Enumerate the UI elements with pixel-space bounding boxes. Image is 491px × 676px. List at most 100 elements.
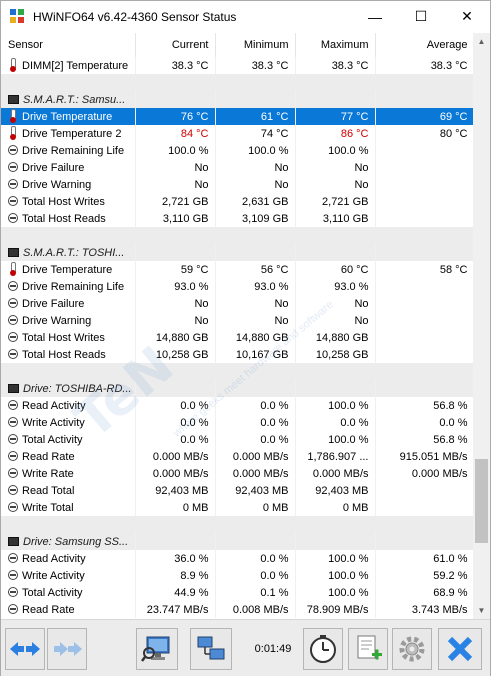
- thermometer-icon: [10, 108, 16, 123]
- navigate-group-button[interactable]: [47, 628, 87, 670]
- sensor-row[interactable]: Total Activity 44.9 % 0.1 % 100.0 % 68.9 %: [1, 584, 474, 601]
- average-value: 58 °C: [375, 261, 474, 278]
- maximum-value: 86 °C: [295, 125, 376, 142]
- sensor-row[interactable]: Total Host Writes 2,721 GB 2,631 GB 2,721 G…: [1, 193, 474, 210]
- sensor-group-row[interactable]: Drive: TOSHIBA-RD...: [1, 380, 474, 397]
- sensor-name: DIMM[2] Temperature: [22, 59, 129, 72]
- sensor-row[interactable]: Read Total 92,403 MB 92,403 MB 92,403 MB: [1, 482, 474, 499]
- scroll-up-arrow-icon[interactable]: ▲: [477, 37, 486, 46]
- column-header-current[interactable]: Current: [135, 33, 216, 57]
- sensor-name: Total Host Reads: [22, 348, 106, 361]
- sensor-row[interactable]: DIMM[2] Temperature 38.3 °C 38.3 °C 38.3 °C…: [1, 57, 474, 74]
- sensor-row[interactable]: Drive Temperature 2 84 °C 74 °C 86 °C 80 °C: [1, 125, 474, 142]
- scroll-down-arrow-icon[interactable]: ▼: [477, 606, 486, 615]
- maximum-value: 1,786.907 ...: [295, 448, 376, 465]
- sensor-row[interactable]: Drive Temperature 59 °C 56 °C 60 °C 58 °C: [1, 261, 474, 278]
- circle-minus-icon: [8, 212, 18, 223]
- average-value: 59.2 %: [375, 567, 474, 584]
- maximum-value: 0.000 MB/s: [295, 465, 376, 482]
- sensor-name-cell: Write Rate: [1, 465, 136, 482]
- sensor-name: Total Host Reads: [22, 212, 106, 225]
- sensor-row[interactable]: Read Activity 36.0 % 0.0 % 100.0 % 61.0 %: [1, 550, 474, 567]
- sensor-name: Drive Warning: [22, 314, 92, 327]
- sensor-row[interactable]: Read Rate 0.000 MB/s 0.000 MB/s 1,786.907 .…: [1, 448, 474, 465]
- sensor-group-row[interactable]: S.M.A.R.T.: Samsu...: [1, 91, 474, 108]
- group-title: S.M.A.R.T.: TOSHI...: [23, 246, 125, 259]
- sensor-group-row[interactable]: Drive: Samsung SS...: [1, 533, 474, 550]
- circle-minus-icon: [8, 467, 18, 478]
- sensor-row[interactable]: Drive Remaining Life 93.0 % 93.0 % 93.0 %: [1, 278, 474, 295]
- maximize-button[interactable]: ☐: [414, 8, 428, 24]
- sensor-row[interactable]: Read Activity 0.0 % 0.0 % 100.0 % 56.8 %: [1, 397, 474, 414]
- logging-button[interactable]: [348, 628, 388, 670]
- sensor-row[interactable]: Write Total 0 MB 0 MB 0 MB: [1, 499, 474, 516]
- sensor-table: Sensor Current Minimum Maximum Average D…: [1, 33, 474, 618]
- navigate-left-right-button[interactable]: [5, 628, 45, 670]
- sensor-row[interactable]: Drive Warning No No No: [1, 312, 474, 329]
- gear-icon: [399, 636, 425, 662]
- thermometer-icon: [10, 261, 16, 276]
- sensor-row[interactable]: Drive Warning No No No: [1, 176, 474, 193]
- monitor-button[interactable]: [136, 628, 178, 670]
- reset-clock-button[interactable]: [303, 628, 343, 670]
- maximum-value: No: [295, 295, 376, 312]
- sensor-name: Total Host Writes: [22, 195, 105, 208]
- minimize-button[interactable]: —: [368, 8, 382, 25]
- sensor-row[interactable]: Write Rate 0.000 MB/s 0.000 MB/s 0.000 MB/s…: [1, 465, 474, 482]
- sensor-row[interactable]: Drive Failure No No No: [1, 159, 474, 176]
- column-header-minimum[interactable]: Minimum: [215, 33, 296, 57]
- sensor-row[interactable]: Write Activity 8.9 % 0.0 % 100.0 % 59.2 %: [1, 567, 474, 584]
- sensor-name-cell: Total Activity: [1, 431, 136, 448]
- column-header-average[interactable]: Average: [375, 33, 474, 57]
- close-sensors-button[interactable]: [438, 628, 482, 670]
- sensor-name: Drive Remaining Life: [22, 280, 125, 293]
- circle-minus-icon: [8, 297, 18, 308]
- average-value: 38.3 °C: [375, 57, 474, 74]
- sensor-row[interactable]: Read Rate 23.747 MB/s 0.008 MB/s 78.909 MB/…: [1, 601, 474, 618]
- minimum-value: 93.0 %: [215, 278, 296, 295]
- sensor-row[interactable]: Write Activity 0.0 % 0.0 % 0.0 % 0.0 %: [1, 414, 474, 431]
- sensor-group-row[interactable]: S.M.A.R.T.: TOSHI...: [1, 244, 474, 261]
- sensor-name-cell: Write Total: [1, 499, 136, 516]
- chip-icon: [8, 94, 19, 104]
- sensor-name: Drive Failure: [22, 161, 85, 174]
- sensor-name-cell: Drive Warning: [1, 176, 136, 193]
- sensor-name-cell: Drive Remaining Life: [1, 142, 136, 159]
- current-value: 100.0 %: [135, 142, 216, 159]
- average-value: [375, 159, 474, 176]
- sensor-name: Read Rate: [22, 603, 75, 616]
- sensor-name: Read Rate: [22, 450, 75, 463]
- circle-minus-icon: [8, 144, 18, 155]
- network-button[interactable]: [190, 628, 232, 670]
- vertical-scrollbar[interactable]: ▲ ▼: [473, 33, 490, 619]
- column-header-maximum[interactable]: Maximum: [295, 33, 376, 57]
- settings-button[interactable]: [392, 628, 432, 670]
- maximum-value: No: [295, 159, 376, 176]
- sensor-name-cell: Drive Temperature: [1, 261, 136, 278]
- minimum-value: 0.0 %: [215, 431, 296, 448]
- sensor-row[interactable]: Drive Remaining Life 100.0 % 100.0 % 100.0 …: [1, 142, 474, 159]
- sensor-row[interactable]: Drive Failure No No No: [1, 295, 474, 312]
- current-value: No: [135, 312, 216, 329]
- average-value: 915.051 MB/s: [375, 448, 474, 465]
- sensor-row[interactable]: Drive Temperature 76 °C 61 °C 77 °C 69 °C: [1, 108, 474, 125]
- group-empty-cell: [215, 533, 296, 550]
- spacer-cell: [1, 74, 474, 91]
- sensor-row[interactable]: Total Host Writes 14,880 GB 14,880 GB 14,88…: [1, 329, 474, 346]
- close-button[interactable]: ✕: [461, 8, 473, 24]
- sensor-row[interactable]: Total Host Reads 10,258 GB 10,167 GB 10,258…: [1, 346, 474, 363]
- group-empty-cell: [375, 91, 474, 108]
- column-header-sensor[interactable]: Sensor: [1, 33, 136, 57]
- sensor-name-cell: Drive Failure: [1, 159, 136, 176]
- sensor-row[interactable]: Total Host Reads 3,110 GB 3,109 GB 3,110 GB: [1, 210, 474, 227]
- column-header-row: Sensor Current Minimum Maximum Average: [1, 33, 474, 57]
- sensor-name: Total Activity: [22, 433, 83, 446]
- group-title: Drive: TOSHIBA-RD...: [23, 382, 132, 395]
- maximum-value: 38.3 °C: [295, 57, 376, 74]
- group-empty-cell: [135, 533, 216, 550]
- sensor-row[interactable]: Total Activity 0.0 % 0.0 % 100.0 % 56.8 %: [1, 431, 474, 448]
- circle-minus-icon: [8, 280, 18, 291]
- scrollbar-thumb[interactable]: [475, 459, 488, 543]
- minimum-value: 56 °C: [215, 261, 296, 278]
